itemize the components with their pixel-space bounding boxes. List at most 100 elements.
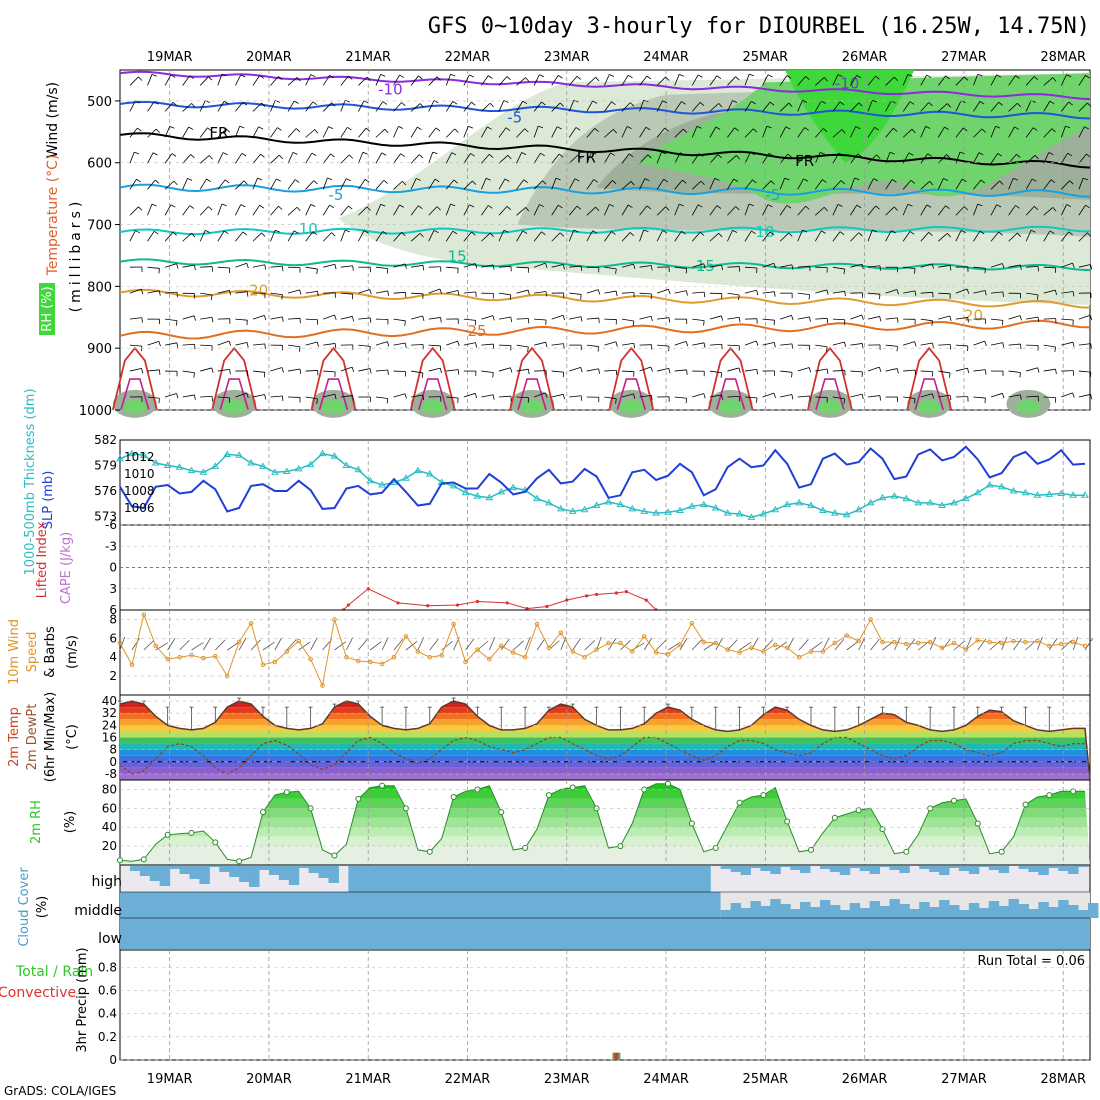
wind-barb [322,102,332,112]
wind-barb [217,230,225,242]
wind-barb [1043,179,1052,190]
wind-barb [129,179,137,190]
thickness-point [997,482,1006,490]
wind-barb [463,153,471,164]
cloud-high-bar [129,866,141,871]
wind-barb [604,180,613,190]
wind-barb [1078,204,1086,216]
cloud-middle-bar [988,901,1000,918]
wind-barb [780,315,792,320]
cloud-high-bar [169,866,181,869]
wind-barb-flag [650,316,653,322]
cloud-high-bar [1018,866,1029,869]
wind-barb-flag [646,205,652,210]
wind10m-barb [906,638,916,651]
li-point [346,603,350,607]
wind-barb-flag [826,368,829,374]
wind-barb [164,153,173,164]
thickness-tick-label: 579 [94,459,117,473]
rh2m-point [188,829,195,836]
wind-barb-flag [522,100,528,105]
wind-barb [1008,394,1021,398]
wind-barb-flag [910,179,916,184]
wind-barb-flag [278,205,283,210]
wind-barb [867,205,876,216]
wind-barb [323,263,335,268]
wind-barb-flag [984,290,987,296]
wind-barb-flag [399,74,405,78]
wind-barb [744,230,752,242]
cloud-high-bar [819,866,831,869]
wind-barb [727,367,740,372]
wind-barb-flag [153,230,159,235]
wind-barb-flag [838,152,844,156]
wind-barb [1008,102,1018,112]
wind-barb-flag [774,291,776,297]
wind-barb-flag [170,204,176,208]
wind-barb [621,181,632,190]
thickness-point [139,451,148,458]
thickness-point [592,501,601,508]
wind-barb [568,205,578,216]
wind-barb [481,394,494,398]
wind-barb [393,342,406,346]
wind-barb [937,205,946,216]
wind-barb-flag [380,203,386,207]
thickness-point [211,462,220,469]
wind-barb-flag [259,75,265,79]
bottom-date-label: 19MAR [147,1072,193,1087]
wind-barb [657,344,670,347]
wind-barb [1043,289,1056,294]
wind-barb-flag [963,206,969,211]
rh2m-point [117,857,123,864]
wind-barb [885,127,894,138]
wind-barb-flag [223,230,229,235]
wind-barb [393,291,406,294]
wind-barb-flag [802,100,808,103]
wind-barb [1043,344,1056,348]
wind-barb [1078,126,1085,138]
wind-barb [1026,395,1039,398]
wind-barb [867,154,877,164]
wind-barb-flag [857,153,863,158]
wind-barb [1008,205,1016,216]
bottom-date-label: 27MAR [941,1072,987,1087]
wind-barb-flag [296,77,301,82]
wind-barb-flag [1052,207,1057,212]
wind-barb [235,342,248,346]
wind-barb [445,152,453,164]
wind-barb-flag [914,341,917,347]
wind-barb [797,100,803,112]
wind-barb-flag [685,398,688,404]
wind-barb [586,368,599,372]
wind-barb-flag [609,74,615,77]
thickness-point [938,501,946,508]
wind-barb [481,75,489,86]
wind-barb [129,127,138,138]
cloud-middle-bar [889,899,900,918]
wind-barb-flag [856,204,862,209]
wind-barb-flag [844,291,846,297]
wind-barb [288,317,301,320]
wind-barb [604,396,617,400]
wind-barb [305,341,318,346]
wind-barb [358,289,370,294]
wind-barb-flag [769,101,775,106]
wind-barb-flag [151,203,157,207]
wind-barb-flag [931,393,935,399]
wind-barb-flag [194,394,196,400]
wind-barb [182,178,188,190]
wind10m-barb [691,639,702,651]
wind-barb [639,229,645,242]
wind-barb-flag [855,126,861,130]
wind-barb-flag [171,153,177,157]
wind-barb [744,179,753,190]
thickness-point [533,494,541,502]
thickness-point [270,468,279,475]
wind-barb [287,100,295,112]
wind-barb-flag [329,74,335,79]
wind-barb-flag [330,153,335,158]
wind-barb [621,74,629,86]
wind10m-point [749,645,754,651]
wind-barb [639,205,648,216]
